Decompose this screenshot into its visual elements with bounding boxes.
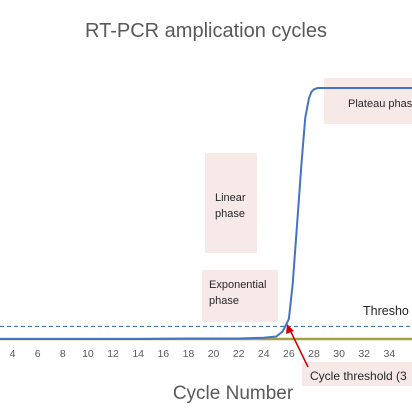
chart-title: RT-PCR amplication cycles [85, 20, 327, 42]
cycle-threshold-label: Cycle threshold (3 [310, 369, 407, 383]
series-layer [0, 87, 412, 341]
plateau-phase-label: Plateau phas [348, 98, 412, 110]
series-line [0, 87, 412, 340]
linear-phase-label-2: phase [215, 208, 245, 220]
threshold-label: Thresho [363, 304, 409, 318]
linear-phase-label: Linear [215, 192, 246, 204]
x-tick-label: 4 [10, 348, 16, 360]
cycle-threshold-box [302, 362, 412, 386]
linear-phase-box [205, 153, 257, 253]
x-tick-label: 30 [333, 348, 345, 360]
x-axis-title: Cycle Number [173, 383, 294, 404]
x-tick-label: 10 [82, 348, 94, 360]
x-tick-label: 26 [283, 348, 295, 360]
cycle-threshold-arrowhead [286, 324, 294, 334]
x-tick-label: 8 [60, 348, 66, 360]
exponential-phase-box [202, 270, 278, 322]
x-tick-label: 12 [107, 348, 119, 360]
x-tick-label: 28 [308, 348, 320, 360]
exponential-phase-label: Exponential [209, 279, 267, 291]
x-tick-label: 18 [183, 348, 195, 360]
x-tick-label: 32 [358, 348, 370, 360]
exponential-phase-label-2: phase [209, 295, 239, 307]
cycle-threshold-arrow [289, 329, 309, 368]
x-tick-label: 24 [258, 348, 270, 360]
x-tick-labels: 4 6 8 10 12 14 16 18 20 22 24 26 28 30 32 34 [10, 348, 396, 360]
x-tick-label: 14 [132, 348, 144, 360]
x-tick-label: 6 [35, 348, 41, 360]
x-tick-label: 16 [157, 348, 169, 360]
x-tick-label: 20 [208, 348, 220, 360]
x-tick-label: 22 [233, 348, 245, 360]
x-tick-label: 34 [384, 348, 396, 360]
plateau-phase-box [324, 78, 412, 124]
